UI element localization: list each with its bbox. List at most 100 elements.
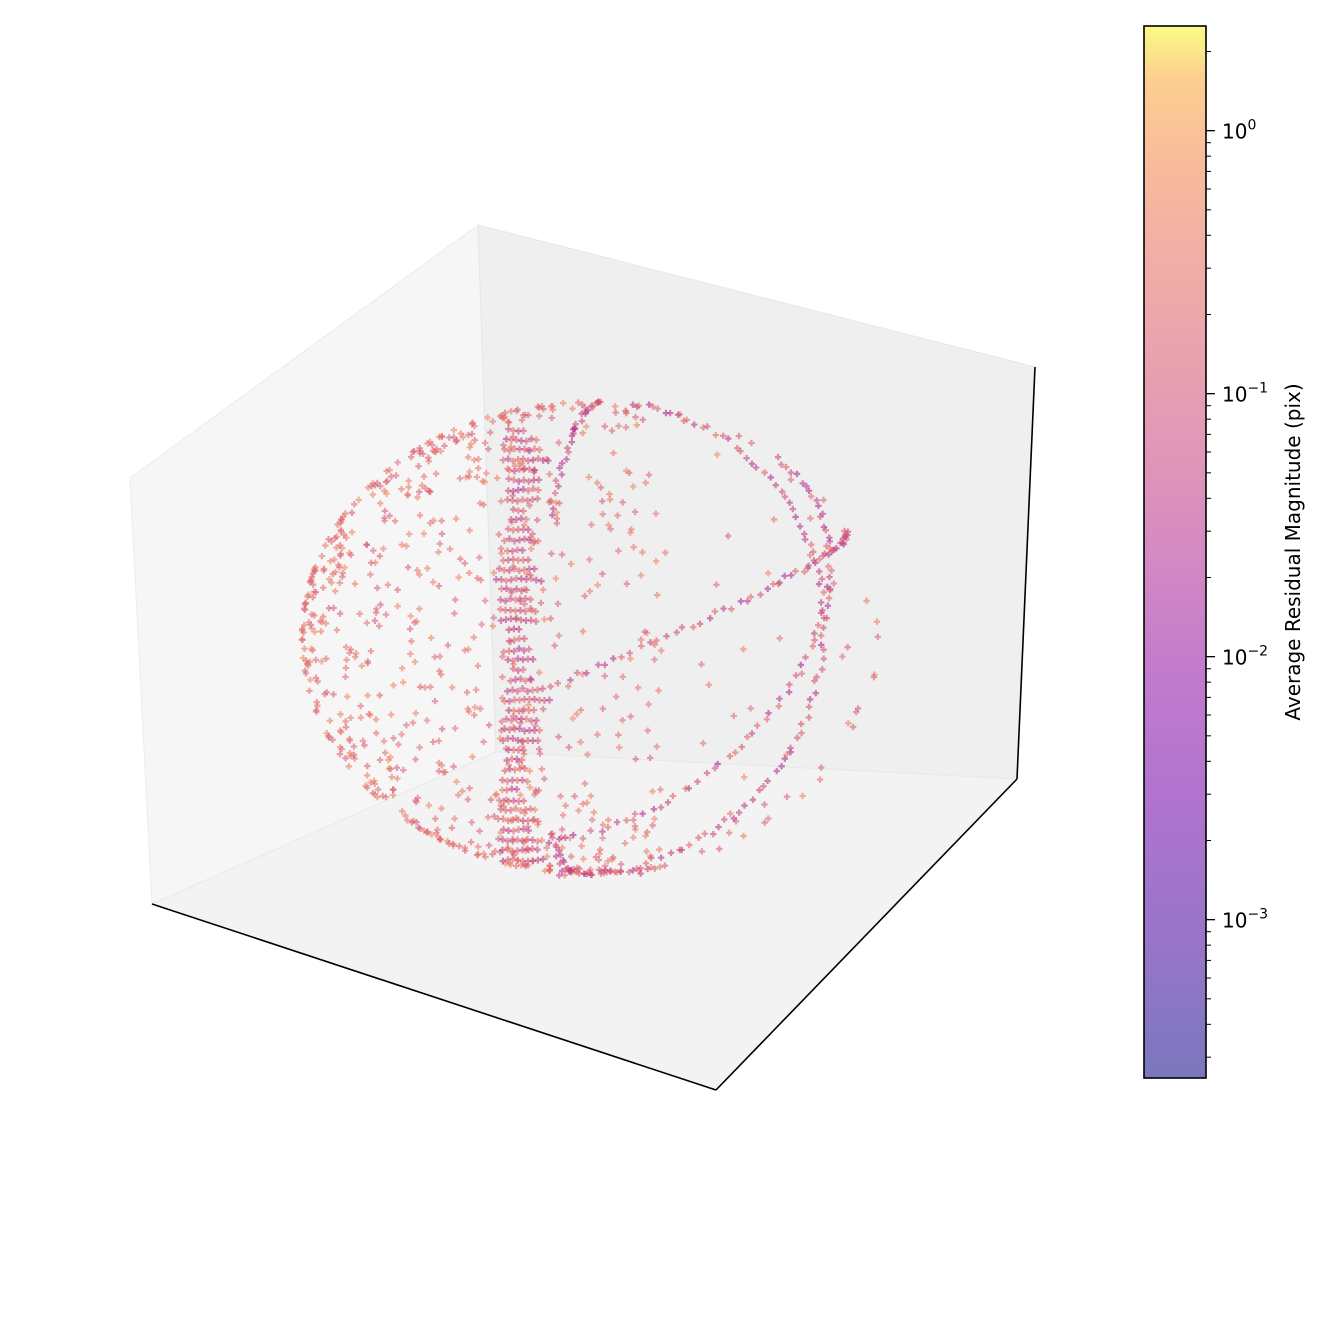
data-point [645,471,653,479]
data-point [515,645,523,652]
data-point [651,815,658,822]
data-point [525,827,532,834]
data-point [805,703,813,711]
data-point [663,633,670,640]
data-point [420,530,428,537]
data-point [367,571,374,578]
data-point [509,686,516,694]
data-point [568,432,576,440]
data-point [328,538,335,545]
data-point [519,776,526,784]
data-point [412,756,419,763]
data-point [651,641,658,648]
data-point [459,787,466,795]
data-point [402,812,409,819]
data-point [781,572,788,580]
data-point [705,681,713,689]
data-point [806,696,814,703]
data-point [552,575,560,582]
data-point [463,689,471,696]
data-point [648,854,655,862]
data-point [575,807,582,814]
data-point [531,466,538,474]
data-point [438,432,446,440]
data-point [579,671,586,678]
data-point [394,603,401,610]
data-point [364,659,371,667]
data-point [701,830,708,837]
data-point [527,545,535,553]
data-point [737,447,744,455]
data-point [498,718,505,725]
data-point [531,791,538,798]
data-point [631,508,639,516]
data-point [493,474,501,482]
data-point [374,793,381,801]
data-point [676,846,683,854]
data-point [502,577,510,585]
data-point [499,776,506,784]
data-point [599,821,607,829]
data-point [741,802,748,809]
data-point [592,399,600,407]
data-point [406,625,414,633]
data-point [637,572,645,579]
data-point [342,534,350,541]
data-point [431,697,439,705]
data-point [825,551,832,558]
data-point [504,525,512,533]
data-point [743,454,750,462]
data-point [337,552,344,559]
data-point [588,871,595,879]
data-point [330,691,337,698]
data-point [792,513,799,521]
data-point [389,791,397,799]
data-point [740,646,747,653]
data-point [497,576,505,583]
data-point [643,828,651,836]
data-point [773,767,780,775]
data-point [797,720,805,728]
data-point [778,461,785,468]
data-point [381,487,388,495]
data-point [301,645,308,652]
data-point [594,479,601,486]
data-point [656,846,663,853]
data-point [394,775,401,782]
data-point [512,596,519,604]
data-point [525,645,533,653]
data-point [530,565,538,573]
data-point [539,586,547,593]
data-point [534,846,541,854]
data-point [553,509,561,516]
data-point [407,612,414,620]
data-point [761,801,768,808]
data-point [451,815,458,822]
data-point [505,567,513,574]
data-point [450,763,457,770]
data-point [567,853,575,860]
data-point [703,769,711,777]
data-point [408,819,416,826]
data-point [474,662,482,670]
data-point [781,493,789,500]
data-point [820,655,827,662]
y-axis-line [715,778,1018,1091]
data-point [307,576,315,583]
data-point [502,597,509,605]
data-point [331,556,338,563]
data-point [669,792,677,800]
data-point [643,848,650,855]
data-point [555,632,563,639]
data-point [522,607,529,615]
data-point [446,545,454,553]
data-point [578,842,585,850]
data-point [367,779,374,786]
data-point [348,509,356,516]
data-point [653,743,660,750]
data-point [437,836,444,843]
data-point [824,583,831,590]
data-point [610,655,617,662]
data-point [597,484,605,491]
data-point [435,582,443,590]
